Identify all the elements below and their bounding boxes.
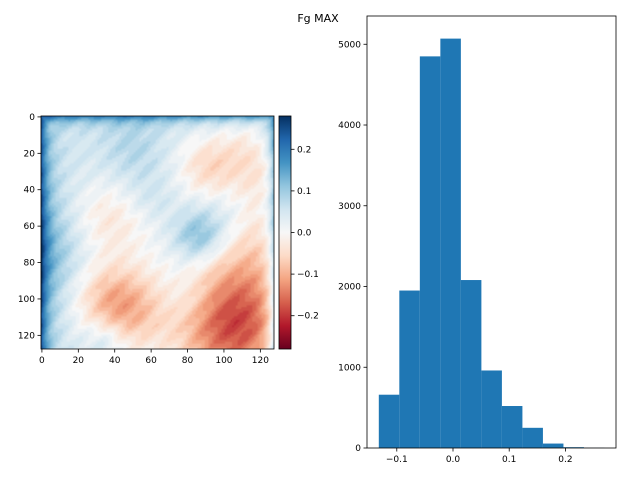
heatmap-x-tick-label: 0 <box>39 356 45 366</box>
colorbar-tick-label: −0.1 <box>297 270 319 280</box>
figure-title: Fg MAX <box>297 12 339 25</box>
colorbar-ticks: 0.2 0.1 0.0 −0.1 −0.2 <box>291 145 319 322</box>
colorbar-tick-label: −0.2 <box>297 312 319 322</box>
heatmap-x-tick-label: 40 <box>109 356 121 366</box>
heatmap-y-tick-label: 100 <box>18 295 35 305</box>
histogram-y-tick-label: 5000 <box>338 40 361 50</box>
colorbar-tick-label: 0.0 <box>297 229 312 239</box>
heatmap-frame <box>40 115 275 350</box>
heatmap-y-tick-label: 40 <box>24 186 36 196</box>
histogram-y-tick-label: 0 <box>355 444 361 454</box>
colorbar-gradient <box>278 115 292 350</box>
histogram-bar <box>563 447 584 448</box>
histogram-bar <box>399 290 420 448</box>
heatmap-y-tick-label: 80 <box>24 259 36 269</box>
heatmap-y-tick-label: 120 <box>18 331 35 341</box>
heatmap-x-tick-label: 20 <box>73 356 85 366</box>
heatmap-y-tick-label: 60 <box>24 222 36 232</box>
histogram-x-tick-label: 0.2 <box>558 455 572 465</box>
histogram-y-tick-label: 1000 <box>338 363 361 373</box>
histogram-bar <box>378 394 400 448</box>
histogram-bar <box>542 443 564 448</box>
histogram-x-ticks: −0.1 0.0 0.1 0.2 <box>386 448 573 465</box>
histogram-bar <box>501 406 523 448</box>
histogram-bar <box>440 38 461 448</box>
histogram-bar <box>522 427 543 448</box>
heatmap-x-tick-label: 120 <box>252 356 269 366</box>
histogram-y-tick-label: 3000 <box>338 202 361 212</box>
heatmap-panel: 0 20 40 60 80 100 120 0 20 40 60 80 100 120 <box>18 113 275 366</box>
histogram-y-tick-label: 4000 <box>338 121 361 131</box>
histogram-bar <box>419 56 441 448</box>
colorbar-tick-label: 0.1 <box>297 187 311 197</box>
colorbar: 0.2 0.1 0.0 −0.1 −0.2 <box>278 115 319 350</box>
histogram-x-tick-label: 0.0 <box>446 455 461 465</box>
heatmap-y-tick-label: 20 <box>24 149 36 159</box>
histogram-y-tick-label: 2000 <box>338 283 361 293</box>
colorbar-tick-label: 0.2 <box>297 145 311 155</box>
histogram-y-ticks: 0 1000 2000 3000 4000 5000 <box>338 40 367 454</box>
heatmap-y-tick-label: 0 <box>29 113 35 123</box>
heatmap-y-ticks: 0 20 40 60 80 100 120 <box>18 113 41 341</box>
histogram-bars <box>378 38 605 448</box>
histogram-x-tick-label: 0.1 <box>502 455 516 465</box>
heatmap-x-ticks: 0 20 40 60 80 100 120 <box>39 349 269 366</box>
histogram-bar <box>481 370 502 448</box>
histogram-panel: −0.1 0.0 0.1 0.2 0 1000 2000 3000 4000 5000 <box>338 15 617 465</box>
heatmap-image <box>41 116 274 349</box>
heatmap-x-tick-label: 60 <box>145 356 157 366</box>
heatmap-x-tick-label: 80 <box>182 356 194 366</box>
histogram-bar <box>460 280 482 448</box>
histogram-frame <box>366 15 617 449</box>
heatmap-x-tick-label: 100 <box>215 356 232 366</box>
histogram-x-tick-label: −0.1 <box>386 455 408 465</box>
